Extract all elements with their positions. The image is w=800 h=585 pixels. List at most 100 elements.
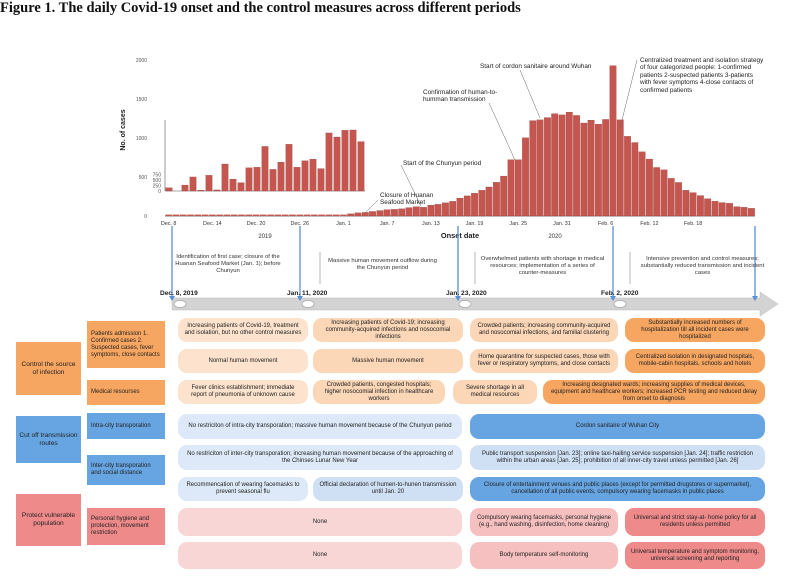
annotation-connector	[400, 164, 422, 207]
inset-y-tick: 0	[158, 189, 161, 195]
main-y-tick: 1000	[136, 136, 147, 142]
main-bar	[391, 209, 398, 217]
inset-bar	[269, 169, 277, 192]
main-bar	[325, 214, 333, 216]
year-label-2020: 2020	[548, 234, 562, 240]
cell-r3c2: Crowded patients, congested hospitals; h…	[313, 380, 445, 404]
main-x-tick: Jan. 13	[422, 221, 440, 227]
main-x-tick: Feb. 12	[640, 221, 658, 227]
figure-title: Figure 1. The daily Covid-19 onset and t…	[0, 0, 521, 16]
main-bar	[347, 213, 355, 217]
main-bar	[675, 182, 682, 217]
main-bar	[609, 65, 617, 217]
annotation-connector	[364, 199, 379, 214]
main-x-tick: Feb. 18	[684, 221, 702, 227]
main-bar	[209, 214, 216, 216]
main-bar	[660, 169, 668, 217]
main-bar	[463, 195, 471, 217]
timeline-marker-arrowhead	[610, 296, 616, 301]
main-x-tick: Jan. 1	[336, 221, 351, 227]
main-bar	[573, 115, 580, 217]
timeline-marker-arrowhead	[752, 296, 758, 301]
main-bar	[500, 175, 508, 217]
cell-r2c1: Normal human movement	[178, 349, 308, 373]
cell-r1c3: Crowded patients; increasing community-a…	[470, 318, 618, 342]
main-bar	[281, 214, 289, 216]
main-bar	[638, 151, 646, 217]
main-bar	[369, 211, 376, 217]
inset-bar	[341, 130, 349, 192]
main-bar	[580, 122, 588, 217]
main-bar	[289, 214, 296, 216]
annotation-connector	[619, 59, 638, 129]
main-bar	[551, 113, 559, 217]
cell-r4c1: No restriciton of intra-city transporati…	[178, 414, 462, 439]
annotation-centralized: Centralized treatment and isolation stra…	[640, 57, 764, 94]
main-bar	[427, 204, 435, 217]
main-bar	[201, 214, 209, 216]
inset-bar	[293, 167, 301, 192]
main-bar	[514, 159, 522, 217]
main-bar	[172, 214, 180, 216]
main-bar	[624, 136, 631, 217]
inset-bar	[221, 163, 229, 192]
main-bar	[733, 206, 741, 217]
subcat-medical-resources: Medical resourses	[87, 380, 165, 405]
main-x-tick: Dec. 14	[203, 221, 222, 227]
inset-bar	[165, 187, 173, 192]
timeline-note-2: Massive human movement outflow during th…	[328, 258, 437, 271]
main-x-tick: Jan. 7	[380, 221, 395, 227]
cell-r8c1: None	[178, 542, 462, 569]
category-cut-off: Cut off transmission routes	[16, 416, 81, 463]
main-bar	[704, 198, 712, 217]
timeline-marker-arrowhead	[169, 296, 175, 301]
main-bar	[267, 214, 274, 216]
inset-bar	[333, 136, 341, 192]
cell-r7c3: Universal and strict stay-at- home polic…	[625, 508, 765, 536]
main-bar	[354, 212, 362, 217]
main-bar	[711, 201, 719, 217]
main-bar	[653, 167, 661, 217]
main-bar	[332, 214, 340, 216]
cell-r3c4: Increasing designated wards; increasing …	[543, 380, 765, 404]
inset-bar	[237, 182, 245, 192]
main-bar	[718, 202, 726, 217]
cell-r1c2: Increasing patients of Covid-19; increas…	[313, 318, 463, 342]
timeline-marker-arrowhead	[297, 296, 303, 301]
timeline-note-4: Intensive prevention and control measure…	[640, 256, 765, 276]
inset-bar	[325, 132, 333, 192]
inset-bar	[189, 176, 197, 192]
main-bar	[187, 214, 194, 216]
main-x-label: Onset date	[441, 231, 479, 240]
main-y-tick: 0	[144, 214, 147, 220]
main-bar	[434, 204, 442, 217]
main-bar	[558, 114, 566, 217]
timeline-note-3: Overwhelmed patients with shortage in me…	[480, 256, 605, 276]
cell-r1c4: Substantially increased numbers of hospi…	[625, 318, 765, 342]
annotation-market-closure: Closure of Huanan Seafood Market	[380, 192, 434, 207]
annotation-chunyun: Start of the Chunyun period	[403, 160, 482, 167]
main-y-label: No. of cases	[120, 109, 127, 150]
timeline-date-jan23: Jan. 23, 2020	[446, 290, 487, 297]
main-bar	[471, 193, 478, 217]
timeline-arrow-body	[171, 291, 779, 317]
main-bar	[689, 192, 697, 217]
inset-bar	[245, 167, 253, 192]
timeline-node	[613, 300, 627, 308]
inset-bar	[277, 161, 285, 192]
inset-bar	[301, 160, 309, 192]
timeline-date-dec8: Dec. 8, 2019	[160, 290, 198, 297]
main-bar	[245, 214, 252, 216]
main-bar	[522, 137, 529, 217]
main-x-tick: Jan. 31	[553, 221, 571, 227]
cell-r8c2: Body temperature self-monitoring	[470, 542, 618, 569]
connectors	[364, 59, 638, 214]
main-bar	[682, 190, 690, 217]
inset-bar	[253, 167, 261, 192]
main-bar	[260, 214, 267, 216]
timeline-marker-arrowhead	[455, 296, 461, 301]
cell-r6c2: Official declaration of humen-to-hunen t…	[313, 477, 463, 501]
main-bar	[697, 195, 704, 217]
main-bar	[602, 119, 610, 217]
inset-bar	[213, 189, 221, 192]
